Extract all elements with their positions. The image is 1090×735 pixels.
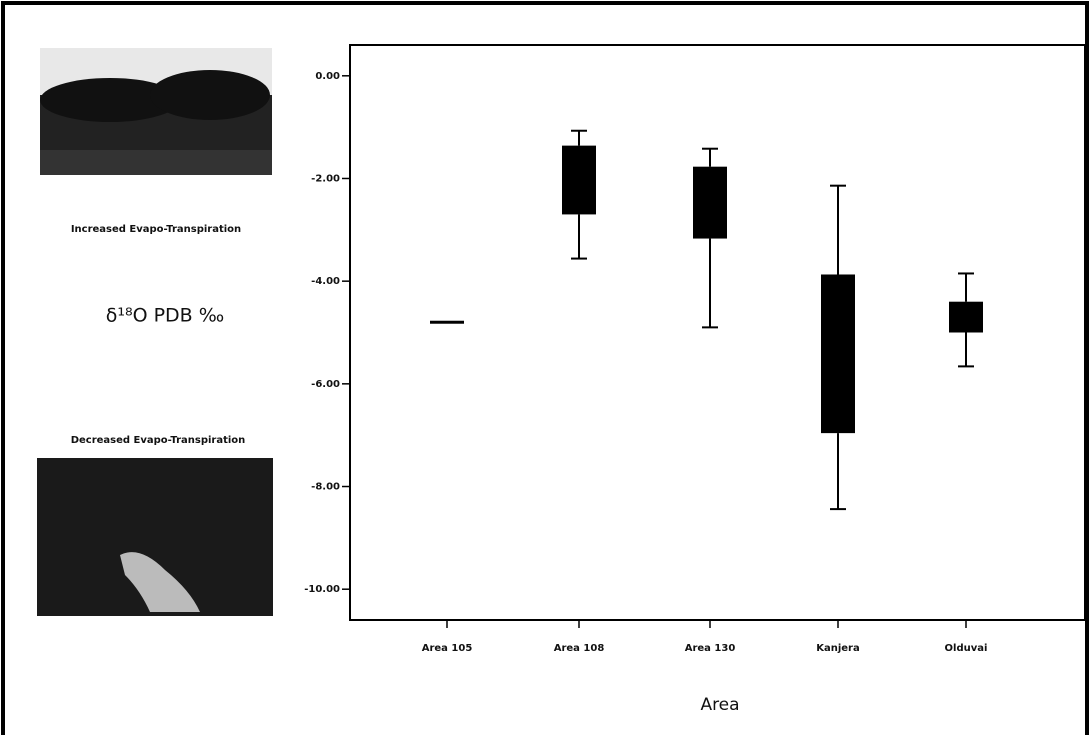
x-axis-label: Area <box>700 695 739 715</box>
x-tick-label: Kanjera <box>816 643 860 654</box>
box <box>949 301 983 333</box>
box <box>693 166 727 239</box>
annotation: Decreased Evapo-Transpiration <box>71 435 246 446</box>
y-tick-label: -6.00 <box>311 379 340 390</box>
y-axis-label: δ¹⁸O PDB ‰ <box>106 305 225 327</box>
y-tick-label: -8.00 <box>311 482 340 493</box>
y-tick-label: 0.00 <box>315 71 340 82</box>
x-tick-label: Olduvai <box>945 643 988 654</box>
annotation: Increased Evapo-Transpiration <box>71 224 241 235</box>
y-tick-label: -4.00 <box>311 276 340 287</box>
savanna-photo <box>40 48 272 175</box>
x-tick-label: Area 105 <box>422 643 473 654</box>
forest-photo <box>37 458 273 616</box>
y-tick-label: -10.00 <box>304 584 340 595</box>
box <box>821 274 855 434</box>
plot-frame <box>349 44 1086 621</box>
box <box>562 145 596 215</box>
y-tick-label: -2.00 <box>311 173 340 184</box>
box <box>430 320 464 324</box>
x-tick-label: Area 130 <box>685 643 736 654</box>
x-tick-label: Area 108 <box>554 643 605 654</box>
